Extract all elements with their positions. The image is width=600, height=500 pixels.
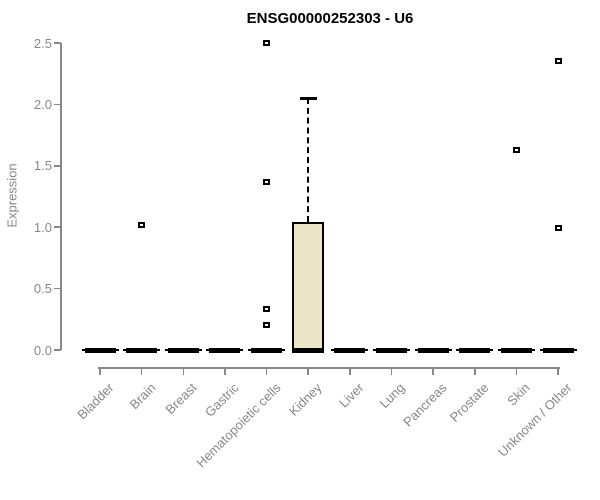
outlier-point [263,40,271,46]
y-tick-label: 1.5 [33,158,52,174]
y-axis-tick [54,103,61,106]
collapsed-box-median [542,347,574,353]
outlier-point [263,178,271,185]
x-axis-tick [390,368,393,375]
x-tick-label: Breast [162,380,200,418]
collapsed-box-median [500,347,532,353]
x-axis-tick [474,368,476,375]
x-tick-label: Brain [126,380,159,413]
upper-whisker [307,98,310,223]
outlier-point [554,225,562,232]
y-tick-label: 1.0 [33,219,52,235]
collapsed-box-median [417,347,449,353]
x-tick-label: Pancreas [400,380,450,430]
x-tick-label: Lung [377,380,409,412]
x-axis-tick [432,368,434,375]
y-axis-tick [54,287,61,290]
x-axis-tick [140,368,143,375]
collapsed-box-median [84,347,116,353]
x-tick-label: Unknown / Other [495,380,575,460]
upper-whisker-cap [299,97,317,100]
x-axis-tick [265,368,268,375]
x-tick-label: Prostate [446,380,492,425]
box-median [292,347,325,353]
y-axis-tick [54,165,61,167]
x-tick-label: Gastric [201,380,242,420]
collapsed-box-median [334,347,366,353]
x-tick-label: Skin [504,380,533,409]
collapsed-box-median [375,347,407,353]
box-iqr [292,222,325,350]
outlier-point [138,221,146,228]
outlier-point [263,322,271,329]
y-axis-tick [54,349,61,351]
x-axis-tick [515,368,518,375]
collapsed-box-median [251,347,283,353]
x-axis-tick [307,368,309,375]
y-tick-label: 2.0 [33,96,52,112]
outlier-point [263,306,271,313]
x-axis-tick [182,368,185,375]
y-tick-label: 0.0 [33,342,52,358]
collapsed-box-median [126,347,158,353]
x-axis-tick [557,368,559,375]
chart-title: ENSG00000252303 - U6 [246,10,414,27]
collapsed-box-median [459,347,491,353]
y-axis-line [60,43,62,350]
y-tick-label: 0.5 [33,281,52,297]
x-axis-tick [99,368,101,375]
y-axis-tick [54,226,61,228]
x-axis-line [98,367,561,369]
y-axis-label: Expression [4,163,20,228]
x-tick-label: Bladder [74,380,117,423]
x-axis-tick [224,368,226,375]
collapsed-box-median [167,347,199,353]
x-axis-tick [349,368,351,375]
y-tick-label: 2.5 [33,35,52,51]
collapsed-box-median [209,347,241,353]
y-axis-tick [54,42,61,44]
x-tick-label: Kidney [286,380,325,419]
x-tick-label: Liver [335,380,367,411]
outlier-point [554,58,562,65]
outlier-point [512,146,520,153]
